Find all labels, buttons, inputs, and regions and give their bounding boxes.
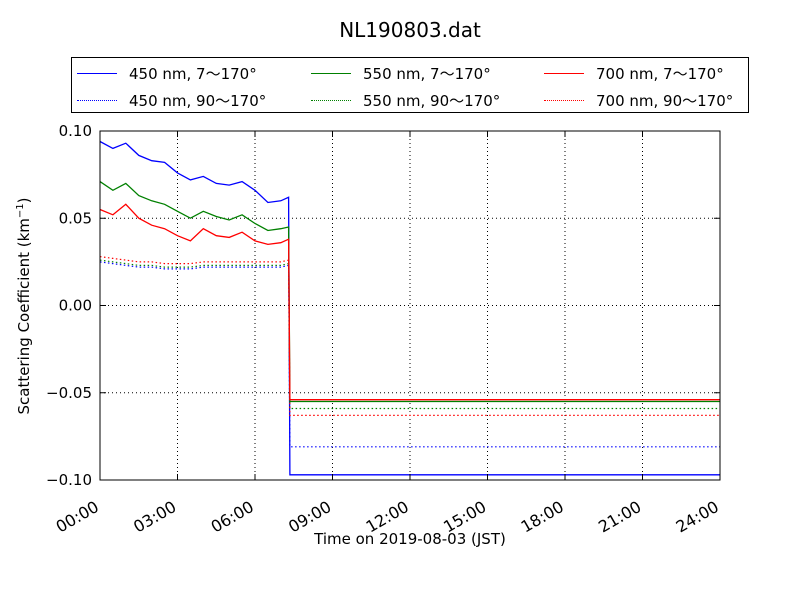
- x-axis-label: Time on 2019-08-03 (JST): [314, 530, 506, 548]
- legend-label-450-solid: 450 nm, 7～170°: [129, 65, 257, 83]
- legend-sample-450-dotted: [77, 100, 117, 101]
- y-tick-label: 0.10: [59, 122, 92, 140]
- chart-title: NL190803.dat: [339, 18, 481, 42]
- grid-layer: [100, 131, 720, 480]
- legend-label-550-solid: 550 nm, 7～170°: [363, 65, 491, 83]
- legend-sample-450-solid: [77, 73, 117, 74]
- series-layer: [99, 140, 720, 476]
- series-line-2: [99, 181, 720, 403]
- x-tick-label: 21:00: [595, 497, 644, 537]
- legend-sample-550-dotted: [311, 100, 351, 101]
- series-line-4: [99, 203, 720, 401]
- legend-label-700-dotted: 700 nm, 90～170°: [596, 92, 734, 110]
- y-axis-label-superscript: −1: [15, 203, 26, 219]
- y-axis-label: Scattering Coefficient (km−1): [15, 197, 33, 414]
- y-axis-label-end: ): [15, 197, 33, 204]
- x-tick-label: 03:00: [130, 497, 179, 537]
- legend-label-450-dotted: 450 nm, 90～170°: [129, 92, 267, 110]
- y-axis-label-text: Scattering Coefficient (km: [15, 218, 33, 415]
- y-tick-label: −0.05: [46, 384, 92, 402]
- x-tick-label: 00:00: [53, 497, 102, 537]
- series-line-0: [99, 140, 720, 476]
- legend-label-550-dotted: 550 nm, 90～170°: [363, 92, 501, 110]
- x-tick-label: 24:00: [673, 497, 722, 537]
- legend: 450 nm, 7～170° 550 nm, 7～170° 700 nm, 7～…: [71, 57, 749, 113]
- series-line-3: [99, 259, 720, 410]
- y-tick-label: 0.00: [59, 297, 92, 315]
- y-tick-label: 0.05: [59, 209, 92, 227]
- legend-sample-700-solid: [544, 73, 584, 74]
- x-tick-label: 18:00: [518, 497, 567, 537]
- x-tick-label: 06:00: [208, 497, 257, 537]
- legend-sample-550-solid: [311, 73, 351, 74]
- legend-label-700-solid: 700 nm, 7～170°: [596, 65, 724, 83]
- legend-sample-700-dotted: [544, 100, 584, 101]
- y-tick-label: −0.10: [46, 471, 92, 489]
